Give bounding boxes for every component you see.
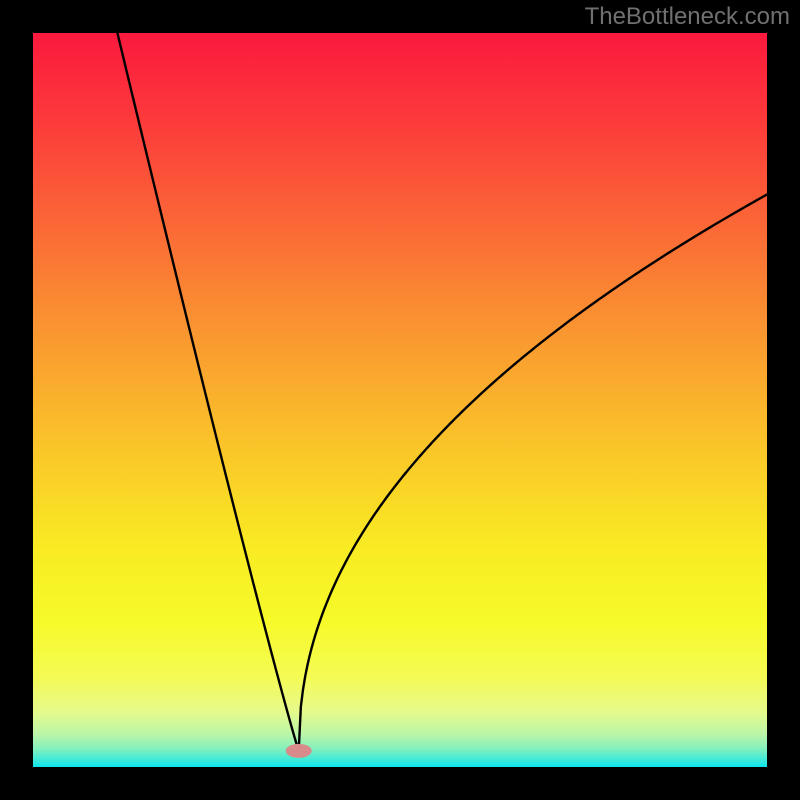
chart-container: TheBottleneck.com	[0, 0, 800, 800]
chart-svg: TheBottleneck.com	[0, 0, 800, 800]
watermark-text: TheBottleneck.com	[585, 3, 790, 30]
minimum-marker	[286, 744, 312, 758]
